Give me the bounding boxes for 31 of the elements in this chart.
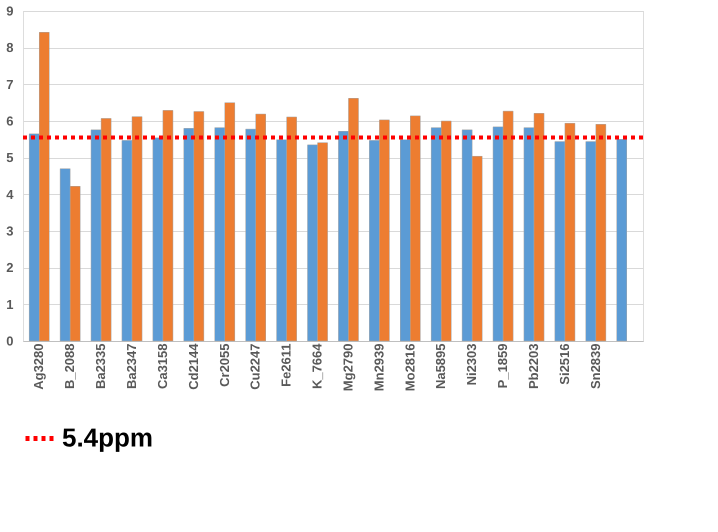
- x-tick-label: K_7664: [310, 342, 325, 390]
- y-tick-label: 0: [6, 334, 14, 348]
- y-tick-label: 4: [6, 186, 14, 202]
- y-tick-label: 2: [6, 260, 14, 276]
- x-tick-label: P_1859: [495, 344, 510, 388]
- x-tick-label: Na5895: [433, 344, 448, 390]
- y-tick-label: 8: [6, 40, 14, 56]
- bar: [616, 139, 628, 342]
- y-tick-label: 6: [6, 114, 14, 128]
- y-tick-label: 3: [6, 224, 14, 238]
- y-tick-label: 5: [6, 150, 14, 166]
- x-tick-label: Cr2055: [216, 344, 232, 387]
- x-tick-label: Mn2939: [371, 344, 386, 392]
- x-tick-label: Cu2247: [248, 344, 263, 390]
- x-tick-label: Ni2303: [464, 344, 480, 386]
- y-tick-label: 1: [6, 296, 14, 312]
- x-tick-label: Fe2611: [278, 344, 294, 387]
- x-tick-label: Pb2203: [526, 344, 541, 390]
- x-tick-label: Ag3280: [31, 344, 46, 390]
- x-tick-label: Mg2790: [340, 344, 356, 392]
- x-tick-label: Cd2144: [186, 342, 201, 390]
- x-tick-label: Ba2335: [93, 344, 108, 390]
- x-tick-label: Mo2816: [402, 344, 418, 392]
- x-tick-label: Sn2839: [588, 344, 603, 390]
- x-tick-label: Si2516: [556, 344, 572, 385]
- y-tick-label: 7: [6, 76, 14, 92]
- x-tick-label: B_2088: [62, 344, 78, 390]
- x-tick-label: Ba2347: [124, 344, 140, 390]
- x-tick-label: Ca3158: [154, 344, 170, 390]
- legend-label: 5.4ppm: [62, 422, 154, 452]
- y-tick-label: 9: [6, 4, 14, 18]
